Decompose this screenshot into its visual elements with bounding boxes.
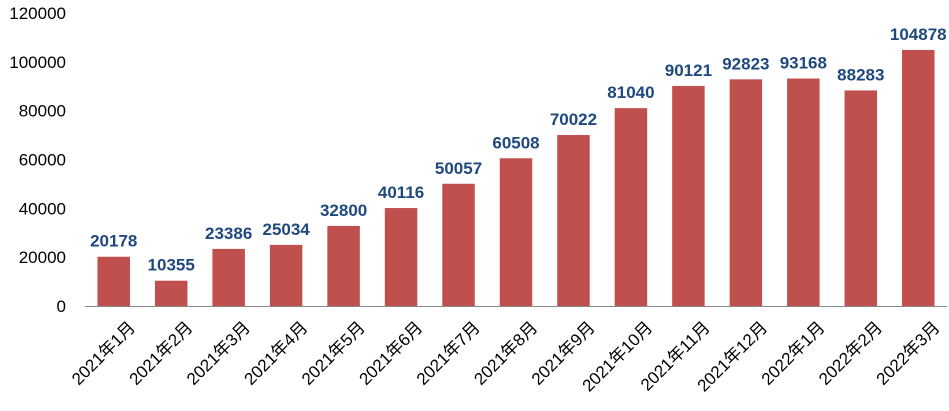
bar-value-label: 60508 (492, 133, 539, 152)
data-labels-group: 20178 10355 23386 25034 32800 40116 50057 60508… (90, 25, 947, 275)
bar (787, 78, 820, 306)
bar (212, 248, 245, 306)
bar (902, 49, 935, 306)
y-tick-label: 40000 (19, 199, 66, 218)
bar (327, 225, 360, 306)
bar-value-label: 50057 (435, 159, 482, 178)
y-axis-ticks: 0 20000 40000 60000 80000 100000 120000 (9, 4, 66, 316)
bar-value-label: 70022 (550, 110, 597, 129)
bar-value-label: 104878 (890, 25, 947, 44)
bar-value-label: 32800 (320, 201, 367, 220)
bar-value-label: 92823 (722, 54, 769, 73)
bar (729, 79, 763, 306)
bar (384, 208, 418, 306)
bar-value-label: 40116 (378, 183, 424, 202)
bar-value-label: 10355 (148, 256, 195, 275)
bar (269, 244, 303, 306)
y-tick-label: 80000 (19, 102, 66, 121)
bar (442, 183, 475, 306)
bar (499, 158, 533, 306)
bar (154, 280, 188, 306)
bar-value-label: 90121 (665, 61, 712, 80)
bars-group (97, 49, 935, 306)
bar (97, 256, 130, 306)
bar-value-label: 25034 (262, 220, 310, 239)
bar (844, 90, 878, 306)
bar (557, 135, 590, 306)
bar-value-label: 20178 (90, 232, 137, 251)
bar-value-label: 23386 (205, 224, 252, 243)
y-tick-label: 60000 (19, 151, 66, 170)
bar (614, 108, 648, 306)
y-tick-label: 0 (57, 297, 66, 316)
bar-value-label: 88283 (837, 65, 884, 84)
bar-value-label: 81040 (607, 83, 654, 102)
bar-value-label: 93168 (780, 54, 827, 73)
y-tick-label: 20000 (19, 248, 66, 267)
y-tick-label: 120000 (9, 4, 66, 23)
bar (672, 85, 705, 306)
category-labels-group: 2021年1月2021年2月2021年3月2021年4月2021年5月2021年… (68, 318, 943, 396)
y-tick-label: 100000 (9, 53, 66, 72)
